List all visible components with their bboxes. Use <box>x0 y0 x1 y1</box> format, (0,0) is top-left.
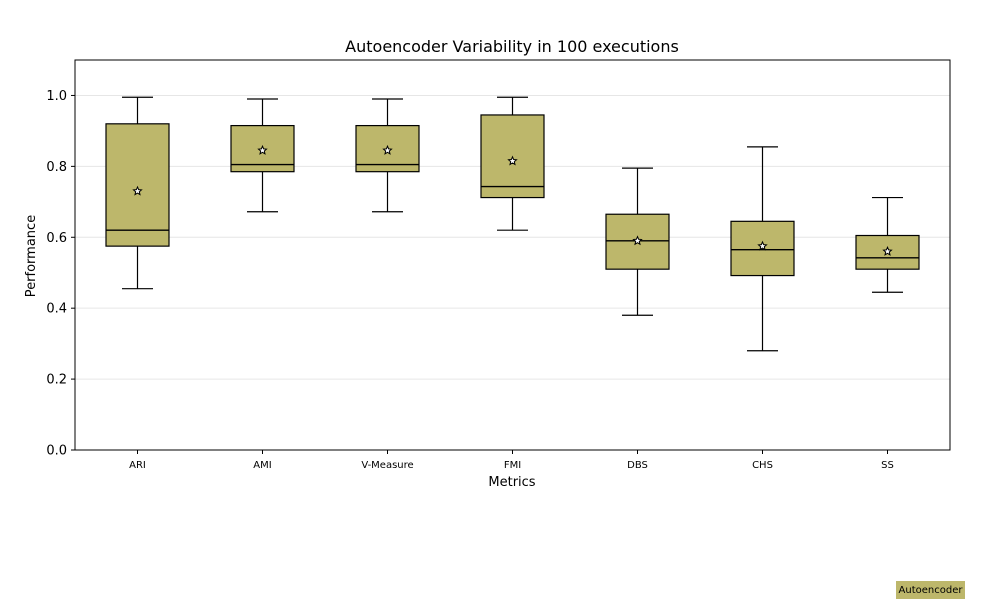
mean-marker <box>507 155 518 166</box>
box-fmi <box>480 96 545 231</box>
y-axis-ticks: 0.0 0.2 0.4 0.6 0.8 1.0 <box>46 89 75 459</box>
y-tick-label: 0.4 <box>46 302 67 317</box>
box-ari <box>105 96 170 290</box>
y-axis-label: Performance <box>24 215 39 297</box>
y-tick-label: 0.8 <box>46 160 67 175</box>
mean-marker <box>632 235 643 246</box>
y-tick-label: 0.2 <box>46 373 67 388</box>
x-axis-label: Metrics <box>488 475 535 490</box>
legend-autoencoder: Autoencoder <box>896 581 965 599</box>
x-tick-label: AMI <box>253 460 271 471</box>
x-tick-label: ARI <box>129 460 146 471</box>
box-dbs <box>605 167 670 316</box>
mean-marker <box>757 240 768 251</box>
mean-marker <box>257 144 268 155</box>
x-tick-label: SS <box>881 460 894 471</box>
y-tick-label: 0.6 <box>46 231 67 246</box>
mean-marker <box>382 144 393 155</box>
mean-marker <box>882 245 893 256</box>
iqr-box <box>105 123 170 247</box>
chart-title: Autoencoder Variability in 100 execution… <box>345 37 679 56</box>
box-v-measure <box>355 98 420 213</box>
y-tick-label: 0.0 <box>46 444 67 459</box>
x-axis-ticks: ARI AMI V-Measure FMI DBS CHS SS <box>129 450 894 471</box>
box-ami <box>230 98 295 213</box>
x-tick-label: FMI <box>504 460 521 471</box>
box-series <box>105 96 920 352</box>
box-ss <box>855 196 920 293</box>
x-tick-label: CHS <box>752 460 773 471</box>
y-tick-label: 1.0 <box>46 89 67 104</box>
x-tick-label: V-Measure <box>361 460 413 471</box>
box-chs <box>730 146 795 352</box>
mean-marker <box>132 185 143 196</box>
x-tick-label: DBS <box>627 460 648 471</box>
